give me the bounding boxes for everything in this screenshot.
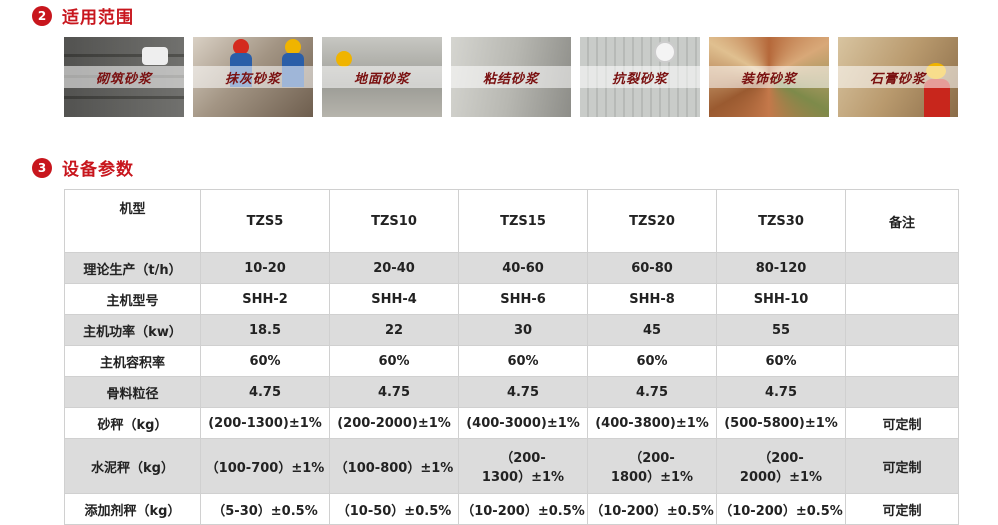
table-cell: （200-2000）±1% xyxy=(716,438,846,494)
table-cell: （200-1300）±1% xyxy=(458,438,588,494)
application-label: 抗裂砂浆 xyxy=(580,66,700,88)
helmet-shape xyxy=(336,51,352,67)
application-label: 地面砂浆 xyxy=(322,66,442,88)
section-number-badge: 2 xyxy=(32,5,52,26)
application-thumb-decorative[interactable]: 装饰砂浆 xyxy=(709,37,829,117)
table-row: 理论生产（t/h） 10-20 20-40 40-60 60-80 80-120 xyxy=(64,252,959,284)
application-thumb-floor[interactable]: 地面砂浆 xyxy=(322,37,442,117)
row-label: 主机型号 xyxy=(64,283,201,315)
header-cell: TZS30 xyxy=(716,189,846,253)
table-cell xyxy=(845,252,959,284)
header-cell: TZS15 xyxy=(458,189,588,253)
helmet-shape xyxy=(233,39,249,55)
table-cell: 可定制 xyxy=(845,438,959,494)
header-cell: TZS20 xyxy=(587,189,717,253)
params-section-heading: 3 设备参数 xyxy=(32,155,134,180)
table-cell: 4.75 xyxy=(458,376,588,408)
table-cell xyxy=(845,376,959,408)
table-cell: 4.75 xyxy=(587,376,717,408)
glove-shape xyxy=(142,47,168,65)
table-cell: 40-60 xyxy=(458,252,588,284)
row-label: 水泥秤（kg） xyxy=(64,438,201,494)
table-cell: （100-700）±1% xyxy=(200,438,330,494)
header-cell: TZS5 xyxy=(200,189,330,253)
row-label: 理论生产（t/h） xyxy=(64,252,201,284)
table-cell: 22 xyxy=(329,314,459,346)
application-thumb-adhesive[interactable]: 粘结砂浆 xyxy=(451,37,571,117)
table-cell: SHH-2 xyxy=(200,283,330,315)
table-cell: (400-3000)±1% xyxy=(458,407,588,439)
table-row: 主机功率（kw） 18.5 22 30 45 55 xyxy=(64,314,959,346)
table-cell: 80-120 xyxy=(716,252,846,284)
header-cell: TZS10 xyxy=(329,189,459,253)
table-row: 砂秤（kg） (200-1300)±1% (200-2000)±1% (400-… xyxy=(64,407,959,439)
table-cell: 60% xyxy=(329,345,459,377)
table-cell: SHH-6 xyxy=(458,283,588,315)
table-cell: 4.75 xyxy=(200,376,330,408)
table-cell: 可定制 xyxy=(845,407,959,439)
helmet-shape xyxy=(285,39,301,55)
row-label: 主机功率（kw） xyxy=(64,314,201,346)
table-cell xyxy=(845,314,959,346)
table-cell: (500-5800)±1% xyxy=(716,407,846,439)
section-title: 适用范围 xyxy=(62,8,134,28)
application-label: 抹灰砂浆 xyxy=(193,66,313,88)
table-cell: 60% xyxy=(200,345,330,377)
table-cell xyxy=(845,345,959,377)
table-cell: (200-2000)±1% xyxy=(329,407,459,439)
application-label: 石膏砂浆 xyxy=(838,66,958,88)
table-cell: 30 xyxy=(458,314,588,346)
application-thumb-crack-resistant[interactable]: 抗裂砂浆 xyxy=(580,37,700,117)
application-label: 粘结砂浆 xyxy=(451,66,571,88)
application-thumb-gypsum[interactable]: 石膏砂浆 xyxy=(838,37,958,117)
table-cell: (400-3800)±1% xyxy=(587,407,717,439)
application-gallery: 砌筑砂浆 抹灰砂浆 地面砂浆 粘结砂浆 抗裂砂浆 装饰砂浆 石膏砂浆 xyxy=(64,37,958,117)
anchor-shape xyxy=(654,41,676,63)
section-title: 设备参数 xyxy=(62,160,134,180)
scope-section-heading: 2 适用范围 xyxy=(32,3,134,28)
table-header-row: 机型 TZS5 TZS10 TZS15 TZS20 TZS30 备注 xyxy=(64,189,959,253)
header-cell: 机型 xyxy=(64,189,201,253)
table-cell: 20-40 xyxy=(329,252,459,284)
row-label: 骨料粒径 xyxy=(64,376,201,408)
section-number-badge: 3 xyxy=(32,157,52,178)
table-cell: 60-80 xyxy=(587,252,717,284)
table-cell: 4.75 xyxy=(716,376,846,408)
table-cell: 60% xyxy=(587,345,717,377)
table-cell: （100-800）±1% xyxy=(329,438,459,494)
table-row: 水泥秤（kg） （100-700）±1% （100-800）±1% （200-1… xyxy=(64,438,959,494)
application-label: 砌筑砂浆 xyxy=(64,66,184,88)
table-cell: 10-20 xyxy=(200,252,330,284)
table-row: 主机型号 SHH-2 SHH-4 SHH-6 SHH-8 SHH-10 xyxy=(64,283,959,315)
application-thumb-plastering[interactable]: 抹灰砂浆 xyxy=(193,37,313,117)
table-cell: 4.75 xyxy=(329,376,459,408)
table-cell xyxy=(845,283,959,315)
table-cell: SHH-4 xyxy=(329,283,459,315)
table-cell: 60% xyxy=(458,345,588,377)
row-label: 砂秤（kg） xyxy=(64,407,201,439)
table-cell: 18.5 xyxy=(200,314,330,346)
table-cell: 60% xyxy=(716,345,846,377)
application-label: 装饰砂浆 xyxy=(709,66,829,88)
row-label: 主机容积率 xyxy=(64,345,201,377)
table-cell: (200-1300)±1% xyxy=(200,407,330,439)
equipment-parameters-table: 机型 TZS5 TZS10 TZS15 TZS20 TZS30 备注 理论生产（… xyxy=(64,189,959,525)
table-cell: （200-1800）±1% xyxy=(587,438,717,494)
header-cell: 备注 xyxy=(845,189,959,253)
table-cell: SHH-10 xyxy=(716,283,846,315)
table-cell: 45 xyxy=(587,314,717,346)
table-cell: 55 xyxy=(716,314,846,346)
application-thumb-bricklaying[interactable]: 砌筑砂浆 xyxy=(64,37,184,117)
table-row: 主机容积率 60% 60% 60% 60% 60% xyxy=(64,345,959,377)
table-cell: SHH-8 xyxy=(587,283,717,315)
table-row: 骨料粒径 4.75 4.75 4.75 4.75 4.75 xyxy=(64,376,959,408)
